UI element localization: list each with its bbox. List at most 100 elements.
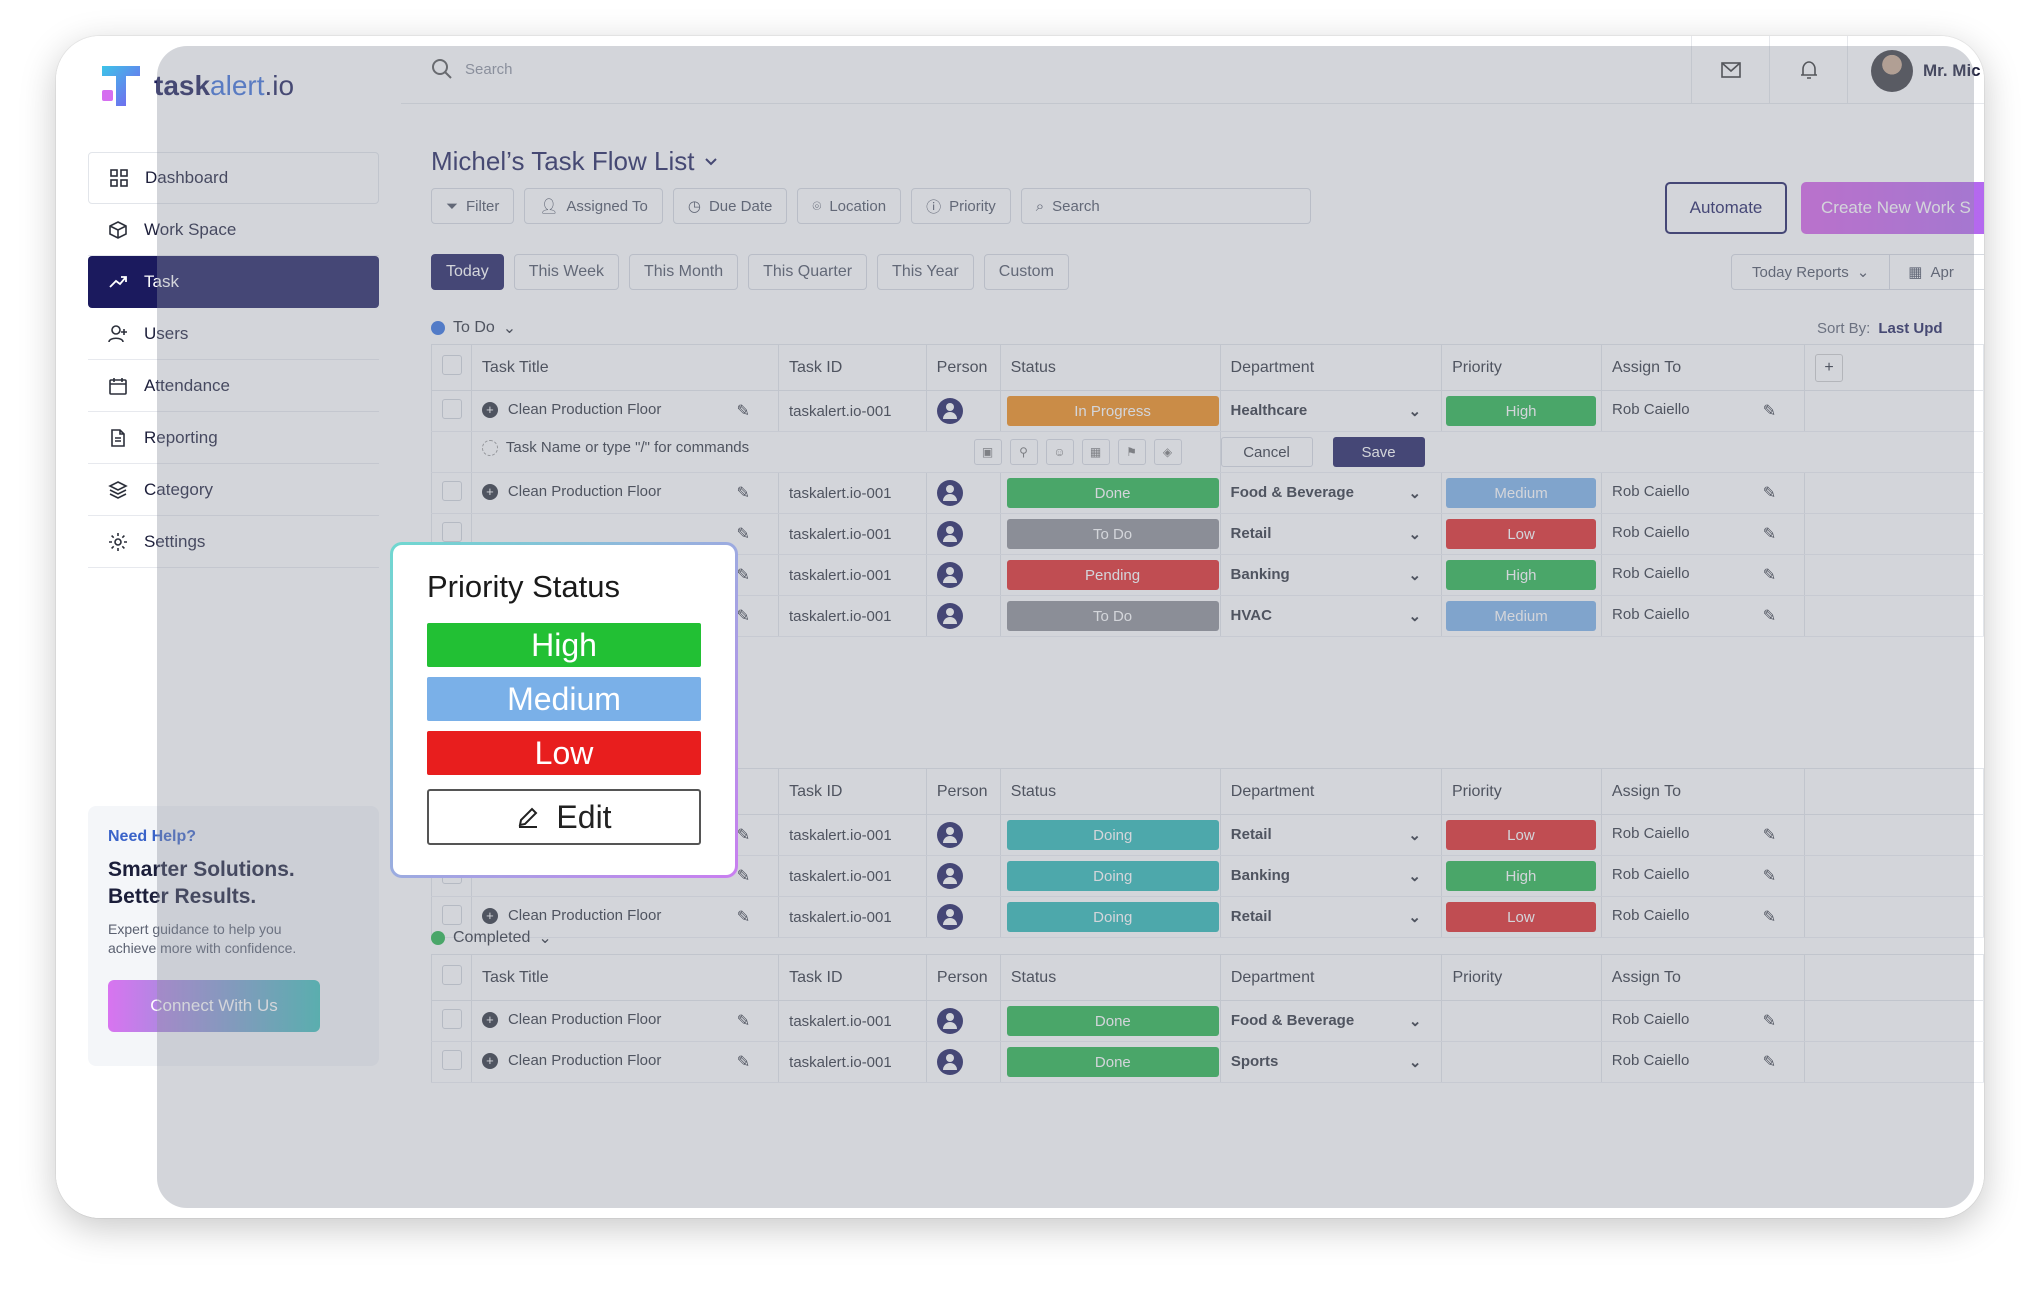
task-title-cell[interactable]: ✎ xyxy=(471,513,779,555)
add-subtask-icon[interactable]: + xyxy=(481,402,498,419)
paperclip-icon[interactable]: ⚲ xyxy=(1009,439,1038,465)
department-cell[interactable]: Food & Beverage ⌄ xyxy=(1220,472,1443,514)
table-row[interactable]: + Clean Production Floor ✎ taskalert.io-001… xyxy=(431,1041,1984,1083)
chevron-down-icon[interactable]: ⌄ xyxy=(1408,868,1421,885)
department-cell[interactable]: Sports ⌄ xyxy=(1220,1041,1443,1083)
priority-badge[interactable]: High xyxy=(1446,560,1597,590)
task-title-cell[interactable]: ✎ xyxy=(471,855,780,897)
person-cell[interactable] xyxy=(926,595,1001,637)
chevron-down-icon[interactable]: ⌄ xyxy=(1408,567,1422,584)
status-cell[interactable]: In Progress xyxy=(1000,390,1221,432)
department-cell[interactable]: Healthcare ⌄ xyxy=(1220,390,1443,432)
page-title[interactable]: Michel’s Task Flow List xyxy=(431,146,718,177)
col-priority[interactable]: Priority xyxy=(1440,768,1602,815)
cube-icon[interactable]: ▣ xyxy=(973,439,1002,465)
edit-icon[interactable]: ✎ xyxy=(1762,403,1777,420)
status-badge[interactable]: Doing xyxy=(1006,820,1219,850)
task-title-cell[interactable]: + Clean Production Floor ✎ xyxy=(471,896,780,938)
sidebar-item-task[interactable]: Task xyxy=(88,256,379,308)
group-header-todo[interactable]: To Do ⌄ xyxy=(431,318,516,338)
connect-button[interactable]: Connect With Us xyxy=(108,980,320,1032)
priority-option-low[interactable]: Low xyxy=(427,731,701,775)
flag-icon[interactable]: ⚑ xyxy=(1117,439,1146,465)
col-status[interactable]: Status xyxy=(999,954,1221,1001)
chevron-down-icon[interactable]: ⌄ xyxy=(1408,1054,1422,1071)
table-row[interactable]: + Clean Production Floor ✎ taskalert.io-001… xyxy=(431,1000,1984,1042)
select-all[interactable] xyxy=(431,954,472,1001)
table-row[interactable]: + Clean Production Floor ✎ taskalert.io-001… xyxy=(431,472,1984,514)
edit-priorities-button[interactable]: Edit xyxy=(427,789,701,845)
priority-badge[interactable]: Low xyxy=(1446,519,1597,549)
assign-cell[interactable]: Rob Caiello ✎ xyxy=(1601,595,1806,637)
chevron-down-icon[interactable]: ⌄ xyxy=(1408,608,1422,625)
today-reports-dropdown[interactable]: Today Reports ⌄ xyxy=(1732,255,1891,289)
priority-option-high[interactable]: High xyxy=(427,623,701,667)
sidebar-item-users[interactable]: Users xyxy=(88,308,379,360)
task-title-cell[interactable]: + Clean Production Floor ✎ xyxy=(471,1000,780,1042)
sidebar-item-workspace[interactable]: Work Space xyxy=(88,204,379,256)
assign-cell[interactable]: Rob Caiello ✎ xyxy=(1601,1000,1806,1042)
assign-cell[interactable]: Rob Caiello ✎ xyxy=(1601,855,1806,897)
priority-cell[interactable] xyxy=(1441,1041,1602,1083)
department-cell[interactable]: Food & Beverage ⌄ xyxy=(1220,1000,1443,1042)
col-status[interactable]: Status xyxy=(999,768,1221,815)
row-checkbox[interactable] xyxy=(431,390,472,432)
edit-icon[interactable]: ✎ xyxy=(736,909,751,926)
new-task-input[interactable]: Task Name or type "/" for commands ▣ ⚲ ☺ ▦ ⚑ ◈ xyxy=(471,431,1221,473)
person-cell[interactable] xyxy=(926,814,1001,856)
add-column-button[interactable]: + xyxy=(1804,344,1984,391)
department-cell[interactable]: Banking ⌄ xyxy=(1220,554,1443,596)
add-subtask-icon[interactable]: + xyxy=(481,908,498,925)
edit-icon[interactable]: ✎ xyxy=(736,403,750,420)
priority-option-medium[interactable]: Medium xyxy=(427,677,701,721)
col-priority[interactable]: Priority xyxy=(1441,344,1603,391)
priority-cell[interactable]: Low xyxy=(1441,896,1602,938)
col-task-title[interactable]: Task Title xyxy=(470,954,780,1001)
col-assign-to[interactable]: Assign To xyxy=(1600,954,1806,1001)
status-badge[interactable]: Done xyxy=(1006,1006,1219,1036)
sidebar-item-category[interactable]: Category xyxy=(88,464,379,516)
priority-badge[interactable]: Low xyxy=(1445,820,1596,850)
edit-icon[interactable]: ✎ xyxy=(1762,485,1777,502)
edit-icon[interactable]: ✎ xyxy=(736,567,750,584)
priority-badge[interactable]: Medium xyxy=(1446,478,1597,508)
automate-button[interactable]: Automate xyxy=(1665,182,1787,234)
col-assign-to[interactable]: Assign To xyxy=(1601,344,1806,391)
col-task-id[interactable]: Task ID xyxy=(777,344,927,391)
col-priority[interactable]: Priority xyxy=(1441,954,1602,1001)
add-subtask-icon[interactable]: + xyxy=(481,484,498,501)
save-button[interactable]: Save xyxy=(1332,437,1425,467)
edit-icon[interactable]: ✎ xyxy=(736,1054,751,1071)
status-cell[interactable]: Done xyxy=(1000,1041,1221,1083)
col-assign-to[interactable]: Assign To xyxy=(1600,768,1806,815)
person-cell[interactable] xyxy=(926,1000,1001,1042)
status-cell[interactable]: Done xyxy=(1000,472,1221,514)
person-cell[interactable] xyxy=(926,896,1001,938)
col-department[interactable]: Department xyxy=(1219,954,1443,1001)
priority-cell[interactable]: Low xyxy=(1441,513,1603,555)
priority-filter[interactable]: ⓘ Priority xyxy=(911,188,1011,224)
calendar-icon[interactable]: ▦ xyxy=(1081,439,1110,465)
priority-cell[interactable] xyxy=(1441,1000,1602,1042)
edit-icon[interactable]: ✎ xyxy=(1762,608,1777,625)
notifications-button[interactable] xyxy=(1769,36,1847,104)
person-cell[interactable] xyxy=(926,554,1001,596)
edit-icon[interactable]: ✎ xyxy=(736,1013,751,1030)
status-badge[interactable]: Pending xyxy=(1006,560,1219,590)
priority-badge[interactable]: Low xyxy=(1445,902,1596,932)
status-badge[interactable]: In Progress xyxy=(1006,396,1219,426)
department-cell[interactable]: Retail ⌄ xyxy=(1220,513,1443,555)
status-cell[interactable]: To Do xyxy=(1000,513,1221,555)
col-task-title[interactable]: Task Title xyxy=(470,344,779,391)
col-department[interactable]: Department xyxy=(1219,768,1442,815)
chevron-down-icon[interactable]: ⌄ xyxy=(1408,909,1421,926)
priority-cell[interactable]: Medium xyxy=(1441,595,1603,637)
person-cell[interactable] xyxy=(926,513,1001,555)
person-cell[interactable] xyxy=(926,1041,1001,1083)
status-cell[interactable]: Done xyxy=(1000,1000,1221,1042)
global-search[interactable]: Search xyxy=(431,58,513,80)
edit-icon[interactable]: ✎ xyxy=(1762,1054,1777,1071)
tag-icon[interactable]: ◈ xyxy=(1153,439,1182,465)
person-cell[interactable] xyxy=(926,855,1001,897)
sort-by[interactable]: Sort By: Last Upd xyxy=(1817,320,1943,337)
